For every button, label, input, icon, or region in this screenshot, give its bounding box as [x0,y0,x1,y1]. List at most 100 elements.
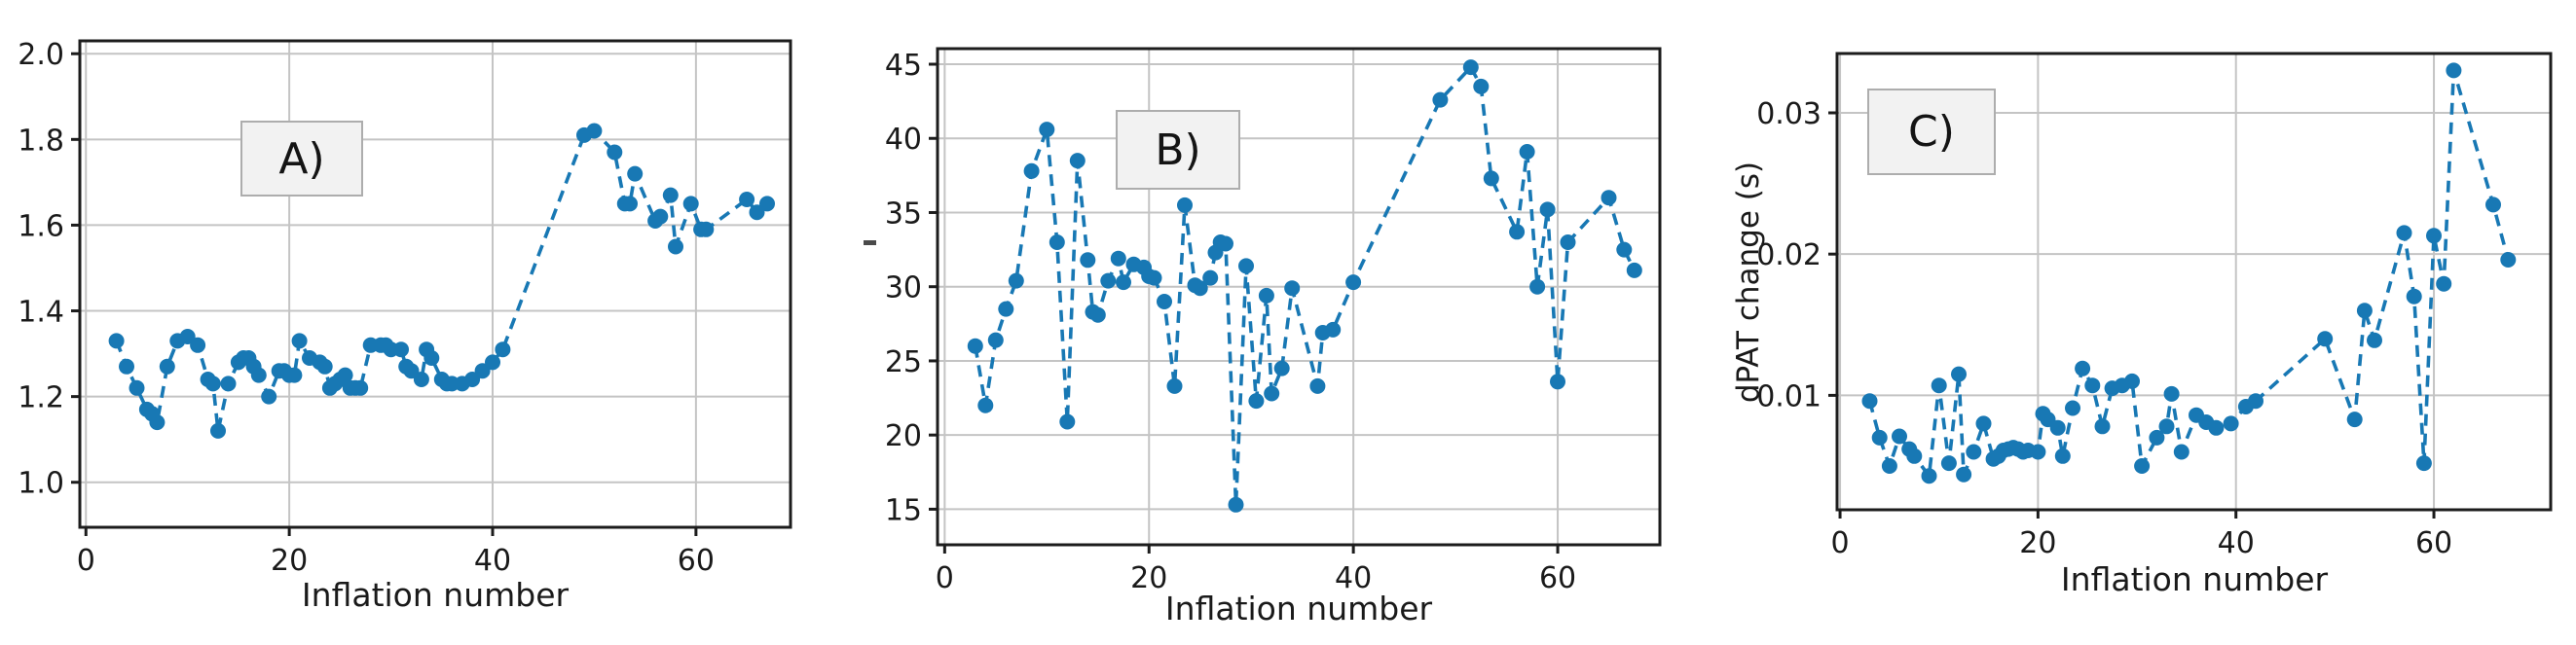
data-point [1601,190,1617,206]
data-point [1940,455,1957,472]
data-point [1116,274,1131,291]
data-point [2426,228,2442,244]
data-point [2367,332,2382,348]
data-point [261,388,277,405]
y-tick-label: 1.4 [18,296,64,330]
data-point [1228,496,1244,513]
data-point [1550,374,1565,390]
data-point [464,372,481,387]
data-point [1931,377,1947,394]
data-point [159,358,175,375]
x-tick-label: 20 [271,544,308,578]
data-point [2446,62,2462,79]
data-point [1325,321,1342,338]
y-tick-label: 0.01 [1756,379,1822,413]
data-point [1529,278,1546,295]
data-point [2163,385,2180,402]
data-point [2346,412,2363,428]
data-point [2436,275,2452,292]
data-point [1483,170,1499,187]
data-point [1218,235,1233,252]
data-point [1177,197,1193,213]
data-point [2173,444,2190,460]
y-tick-label: 45 [885,49,922,83]
data-point [2485,197,2501,213]
data-point [1146,269,1162,286]
y-tick-label: 1.2 [18,381,64,415]
data-point [1509,224,1526,240]
data-point [2317,331,2334,347]
data-point [1951,366,1967,382]
data-point [1100,272,1117,289]
y-tick-label: 1.6 [18,209,64,243]
data-point [1975,415,1992,432]
data-point [119,358,134,375]
data-point [2248,393,2263,410]
panel-c-y-axis-label: dPAT change (s) [1731,161,1766,404]
panel-a-x-axis-label: Inflation number [301,576,570,614]
data-point [1473,78,1490,94]
data-point [286,367,303,383]
data-point [1248,393,1265,410]
data-point [423,350,440,366]
data-point [1309,377,1326,394]
data-point [698,221,715,237]
data-point [2065,400,2080,416]
y-tick-label: 35 [885,197,922,231]
data-point [1966,444,1982,460]
data-point [2396,225,2412,241]
data-point [1539,201,1556,218]
x-tick-label: 60 [1539,561,1576,595]
x-tick-label: 0 [77,544,95,578]
panel-b-label: B) [1116,110,1240,190]
panel-a: 0 20 40 60 1.0 1.2 1.4 1.6 1.8 2.0 A) Inflation n… [0,0,859,645]
y-tick-label: 20 [885,419,922,453]
data-point [1110,250,1126,267]
x-tick-label: 60 [678,544,715,578]
y-tick-label: 15 [885,493,922,527]
data-point [1284,280,1301,297]
data-point [1008,272,1024,289]
data-point [1023,162,1040,179]
data-point [250,367,267,383]
panel-b: 0 20 40 60 15 20 25 30 35 40 45 B) Inflation numbe… [859,0,1717,645]
data-point [495,341,511,358]
data-point [1192,280,1208,297]
data-point [316,358,333,375]
data-point [2084,377,2101,394]
panel-b-x-axis-label: Inflation number [1164,590,1433,627]
data-point [291,333,308,349]
data-point [2030,444,2046,460]
data-point [1519,144,1535,160]
chart-c-canvas: 0 20 40 60 0.01 0.02 0.03 [1756,52,2553,560]
chart-a-canvas: 0 20 40 60 1.0 1.2 1.4 1.6 1.8 2.0 [18,38,792,578]
data-point [977,397,994,413]
data-point [1157,294,1172,309]
data-point [998,301,1014,317]
data-point [2094,418,2111,435]
data-point [149,414,166,431]
data-point [622,196,638,212]
data-point [1345,274,1362,291]
data-point [1892,428,1907,445]
data-point [987,332,1004,348]
panel-c-label: C) [1867,89,1996,175]
axes-box [1835,52,2553,512]
data-point [1238,258,1254,274]
data-point [220,376,237,392]
data-point [413,372,429,387]
y-tick-label: 2.0 [18,38,64,72]
data-point [1039,122,1055,138]
chart-b-canvas: 0 20 40 60 15 20 25 30 35 40 45 [885,47,1662,595]
data-point [1059,413,1076,430]
panel-a-label: A) [240,121,363,197]
x-tick-label: 40 [1335,561,1372,595]
data-point [1089,306,1106,323]
data-point [2415,455,2432,472]
data-point [393,341,409,358]
data-point [1921,468,1937,484]
x-tick-label: 20 [1130,561,1167,595]
data-point [1258,287,1274,304]
data-point [1202,269,1219,286]
data-point [474,363,491,379]
